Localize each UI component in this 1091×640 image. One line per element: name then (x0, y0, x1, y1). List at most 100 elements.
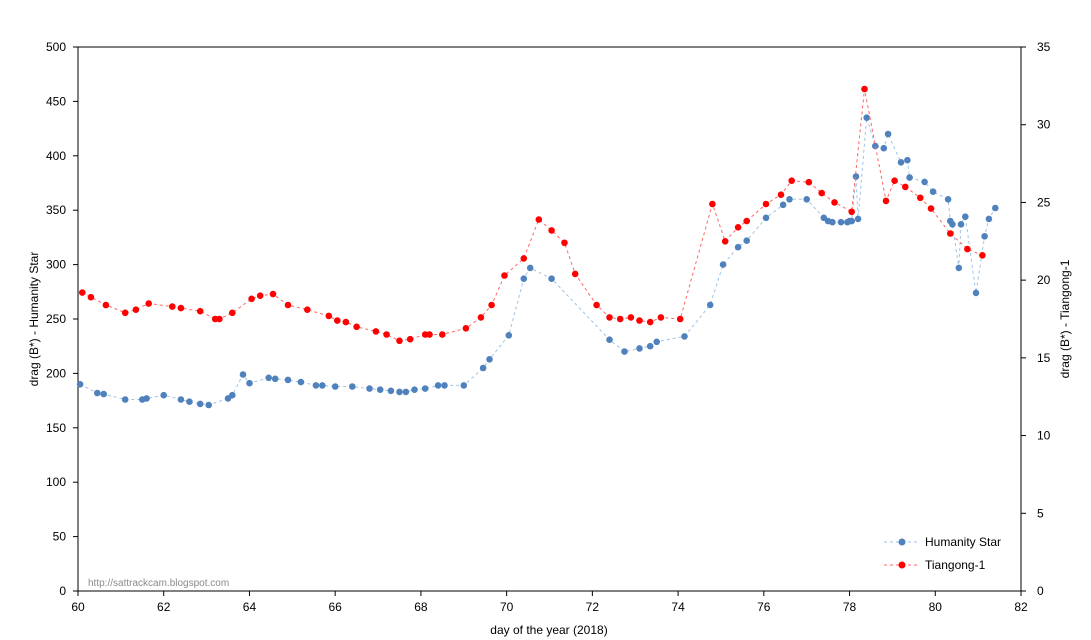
data-point-humanity-star (177, 396, 185, 403)
x-axis-ticks: 60 62 64 66 68 70 72 74 76 78 80 82 (71, 591, 1028, 614)
data-point-tiangong-1 (406, 335, 414, 343)
x-tick-label: 74 (671, 600, 685, 614)
data-point-humanity-star (387, 387, 395, 395)
data-point-humanity-star (376, 386, 384, 394)
data-point-humanity-star (265, 374, 273, 382)
data-point-tiangong-1 (145, 300, 152, 307)
y-right-tick-label: 25 (1037, 195, 1051, 209)
data-point-tiangong-1 (462, 325, 470, 332)
data-point-tiangong-1 (477, 314, 485, 321)
y-left-tick-label: 250 (46, 312, 66, 326)
series-humanity-star (76, 114, 999, 409)
data-point-humanity-star (880, 144, 888, 152)
data-point-humanity-star (460, 382, 468, 389)
data-point-humanity-star (904, 156, 911, 164)
x-tick-label: 82 (1014, 600, 1028, 614)
data-point-humanity-star (366, 385, 373, 392)
data-point-humanity-star (196, 400, 204, 408)
data-point-humanity-star (434, 382, 442, 389)
data-point-humanity-star (906, 174, 913, 181)
x-tick-label: 78 (843, 600, 857, 614)
data-point-tiangong-1 (372, 328, 380, 335)
data-point-humanity-star (706, 301, 714, 309)
x-tick-label: 80 (929, 600, 943, 614)
data-point-tiangong-1 (805, 178, 813, 186)
y-right-tick-label: 30 (1037, 118, 1051, 132)
y-left-tick-label: 50 (53, 530, 67, 544)
data-point-humanity-star (985, 215, 993, 223)
data-point-humanity-star (100, 390, 107, 398)
data-point-tiangong-1 (616, 315, 624, 323)
data-point-humanity-star (872, 142, 879, 150)
data-point-tiangong-1 (248, 295, 255, 303)
data-point-humanity-star (854, 215, 862, 223)
data-point-humanity-star (526, 264, 534, 272)
data-point-tiangong-1 (535, 216, 543, 223)
watermark-text: http://sattrackcam.blogspot.com (88, 578, 229, 589)
data-point-humanity-star (992, 204, 999, 212)
data-point-humanity-star (121, 396, 129, 403)
data-point-humanity-star (606, 336, 613, 344)
data-point-tiangong-1 (561, 239, 568, 247)
data-point-tiangong-1 (657, 314, 665, 321)
y-right-tick-label: 0 (1037, 584, 1044, 598)
data-point-humanity-star (949, 221, 956, 228)
data-point-humanity-star (779, 201, 787, 209)
data-point-humanity-star (957, 221, 965, 228)
data-point-humanity-star (786, 196, 793, 203)
data-point-tiangong-1 (818, 189, 825, 197)
data-point-tiangong-1 (269, 290, 277, 298)
data-point-tiangong-1 (593, 301, 600, 309)
data-point-humanity-star (972, 289, 980, 297)
legend-marker-tiangong-1 (898, 561, 906, 569)
data-point-humanity-star (837, 218, 845, 226)
data-point-humanity-star (297, 378, 305, 386)
data-point-humanity-star (863, 114, 870, 121)
data-point-tiangong-1 (777, 191, 785, 198)
data-point-tiangong-1 (102, 301, 110, 309)
series-layer (76, 85, 999, 409)
data-point-humanity-star (743, 237, 750, 244)
data-point-tiangong-1 (676, 315, 684, 323)
data-point-tiangong-1 (229, 309, 236, 317)
y-left-tick-label: 300 (46, 258, 66, 272)
data-point-tiangong-1 (121, 309, 129, 317)
data-point-humanity-star (762, 214, 770, 222)
data-point-tiangong-1 (947, 230, 954, 237)
data-point-humanity-star (548, 275, 555, 283)
data-point-tiangong-1 (627, 314, 635, 321)
data-point-humanity-star (884, 130, 892, 138)
data-point-humanity-star (848, 217, 855, 225)
data-point-humanity-star (479, 364, 487, 372)
x-axis-title: day of the year (2018) (490, 623, 607, 637)
data-point-tiangong-1 (964, 245, 971, 253)
y-right-tick-label: 10 (1037, 429, 1051, 443)
data-point-humanity-star (396, 388, 403, 396)
y-left-tick-label: 500 (46, 40, 66, 54)
data-point-tiangong-1 (734, 224, 742, 231)
data-point-humanity-star (734, 243, 742, 251)
y-left-axis-title: drag (B*) - Humanity Star (27, 252, 41, 387)
data-point-humanity-star (520, 275, 528, 283)
legend-label-humanity-star: Humanity Star (925, 535, 1001, 549)
data-point-tiangong-1 (334, 317, 341, 324)
data-point-tiangong-1 (488, 301, 495, 309)
data-point-tiangong-1 (87, 293, 95, 301)
x-tick-label: 64 (243, 600, 257, 614)
y-left-tick-label: 100 (46, 475, 66, 489)
plot-area (77, 46, 1022, 592)
data-point-humanity-star (955, 264, 963, 272)
data-point-tiangong-1 (353, 323, 360, 331)
data-point-humanity-star (421, 385, 429, 392)
data-point-tiangong-1 (902, 183, 909, 191)
data-point-tiangong-1 (861, 85, 868, 93)
data-point-tiangong-1 (979, 252, 986, 259)
data-point-humanity-star (441, 382, 448, 389)
data-point-tiangong-1 (927, 205, 935, 212)
data-point-humanity-star (719, 261, 727, 268)
data-point-tiangong-1 (762, 200, 770, 208)
data-point-humanity-star (160, 391, 167, 399)
data-point-humanity-star (229, 391, 236, 399)
x-tick-label: 76 (757, 600, 771, 614)
